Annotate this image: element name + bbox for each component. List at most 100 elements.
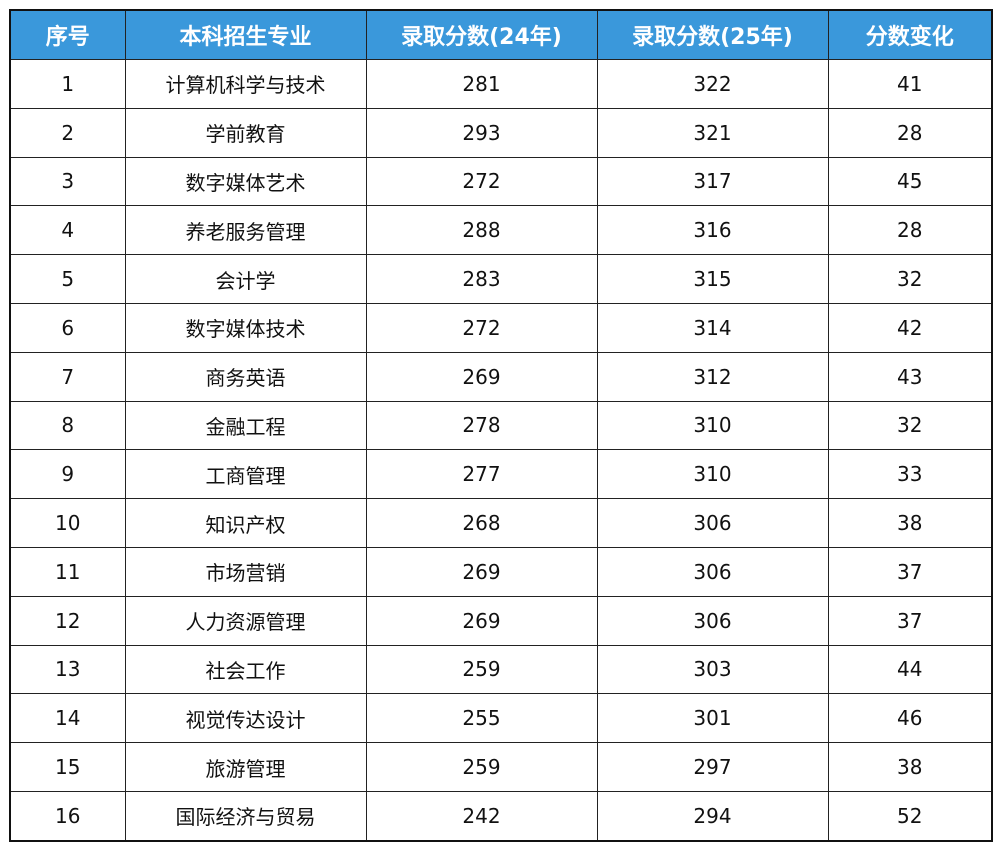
- cell-score-2024: 288: [365, 205, 598, 256]
- cell-score-2025: 316: [596, 205, 829, 256]
- cell-major: 知识产权: [124, 498, 367, 548]
- cell-major: 会计学: [124, 254, 367, 304]
- cell-index: 2: [9, 107, 126, 158]
- cell-score-2024: 255: [365, 693, 598, 744]
- table-row: 9 工商管理 277 310 33: [9, 449, 993, 500]
- cell-major: 学前教育: [124, 107, 367, 158]
- table-row: 14 视觉传达设计 255 301 46: [9, 693, 993, 744]
- cell-score-2024: 259: [365, 742, 598, 792]
- cell-score-change: 45: [827, 156, 993, 207]
- cell-score-2025: 297: [596, 742, 829, 792]
- cell-major: 数字媒体技术: [124, 302, 367, 353]
- cell-score-2024: 269: [365, 546, 598, 597]
- cell-score-change: 38: [827, 742, 993, 792]
- cell-score-2024: 278: [365, 400, 598, 451]
- cell-score-2025: 301: [596, 693, 829, 744]
- cell-score-2025: 310: [596, 449, 829, 500]
- cell-score-2025: 315: [596, 254, 829, 304]
- cell-score-change: 42: [827, 302, 993, 353]
- cell-score-change: 52: [827, 790, 993, 842]
- cell-score-change: 28: [827, 107, 993, 158]
- column-header-score-2024: 录取分数(24年): [365, 9, 598, 60]
- table-row: 6 数字媒体技术 272 314 42: [9, 302, 993, 353]
- cell-index: 13: [9, 644, 126, 695]
- cell-index: 8: [9, 400, 126, 451]
- cell-index: 11: [9, 546, 126, 597]
- cell-index: 7: [9, 351, 126, 402]
- table-row: 16 国际经济与贸易 242 294 52: [9, 790, 993, 842]
- table-row: 7 商务英语 269 312 43: [9, 351, 993, 402]
- header-row: 序号 本科招生专业 录取分数(24年) 录取分数(25年) 分数变化: [9, 9, 993, 60]
- table-row: 10 知识产权 268 306 38: [9, 498, 993, 548]
- cell-major: 金融工程: [124, 400, 367, 451]
- cell-major: 商务英语: [124, 351, 367, 402]
- cell-index: 3: [9, 156, 126, 207]
- table-row: 3 数字媒体艺术 272 317 45: [9, 156, 993, 207]
- table-row: 15 旅游管理 259 297 38: [9, 742, 993, 792]
- cell-score-2024: 242: [365, 790, 598, 842]
- admission-scores-table: 序号 本科招生专业 录取分数(24年) 录取分数(25年) 分数变化 1 计算机科学与技术…: [9, 9, 993, 842]
- cell-major: 计算机科学与技术: [124, 59, 367, 109]
- cell-major: 养老服务管理: [124, 205, 367, 256]
- cell-score-2025: 317: [596, 156, 829, 207]
- table-row: 5 会计学 283 315 32: [9, 254, 993, 304]
- cell-score-2024: 268: [365, 498, 598, 548]
- cell-index: 14: [9, 693, 126, 744]
- cell-major: 旅游管理: [124, 742, 367, 792]
- cell-score-change: 38: [827, 498, 993, 548]
- cell-score-2025: 322: [596, 59, 829, 109]
- cell-score-change: 37: [827, 595, 993, 646]
- cell-score-2025: 310: [596, 400, 829, 451]
- cell-index: 9: [9, 449, 126, 500]
- cell-index: 15: [9, 742, 126, 792]
- table-row: 13 社会工作 259 303 44: [9, 644, 993, 695]
- cell-score-2025: 314: [596, 302, 829, 353]
- cell-score-2024: 277: [365, 449, 598, 500]
- cell-index: 12: [9, 595, 126, 646]
- column-header-score-2025: 录取分数(25年): [596, 9, 829, 60]
- cell-score-2025: 306: [596, 498, 829, 548]
- cell-score-2025: 312: [596, 351, 829, 402]
- table-row: 12 人力资源管理 269 306 37: [9, 595, 993, 646]
- cell-score-2025: 303: [596, 644, 829, 695]
- cell-score-2024: 293: [365, 107, 598, 158]
- column-header-major: 本科招生专业: [124, 9, 367, 60]
- cell-major: 视觉传达设计: [124, 693, 367, 744]
- table-row: 1 计算机科学与技术 281 322 41: [9, 59, 993, 109]
- cell-score-2025: 306: [596, 595, 829, 646]
- cell-score-2024: 281: [365, 59, 598, 109]
- cell-major: 市场营销: [124, 546, 367, 597]
- table-row: 2 学前教育 293 321 28: [9, 107, 993, 158]
- column-header-index: 序号: [9, 9, 126, 60]
- cell-index: 4: [9, 205, 126, 256]
- cell-major: 社会工作: [124, 644, 367, 695]
- cell-score-2024: 269: [365, 595, 598, 646]
- cell-score-change: 33: [827, 449, 993, 500]
- cell-index: 10: [9, 498, 126, 548]
- cell-score-2024: 272: [365, 156, 598, 207]
- cell-index: 16: [9, 790, 126, 842]
- cell-major: 数字媒体艺术: [124, 156, 367, 207]
- cell-index: 6: [9, 302, 126, 353]
- cell-score-2024: 269: [365, 351, 598, 402]
- cell-score-change: 32: [827, 254, 993, 304]
- cell-index: 5: [9, 254, 126, 304]
- cell-major: 工商管理: [124, 449, 367, 500]
- cell-score-2025: 306: [596, 546, 829, 597]
- cell-score-change: 37: [827, 546, 993, 597]
- column-header-score-change: 分数变化: [827, 9, 993, 60]
- cell-score-2024: 283: [365, 254, 598, 304]
- cell-major: 人力资源管理: [124, 595, 367, 646]
- cell-score-change: 44: [827, 644, 993, 695]
- cell-score-2025: 321: [596, 107, 829, 158]
- table-row: 11 市场营销 269 306 37: [9, 546, 993, 597]
- table-row: 8 金融工程 278 310 32: [9, 400, 993, 451]
- cell-score-2024: 272: [365, 302, 598, 353]
- cell-score-change: 43: [827, 351, 993, 402]
- cell-score-2025: 294: [596, 790, 829, 842]
- cell-score-change: 41: [827, 59, 993, 109]
- cell-major: 国际经济与贸易: [124, 790, 367, 842]
- cell-score-change: 32: [827, 400, 993, 451]
- cell-index: 1: [9, 59, 126, 109]
- cell-score-change: 28: [827, 205, 993, 256]
